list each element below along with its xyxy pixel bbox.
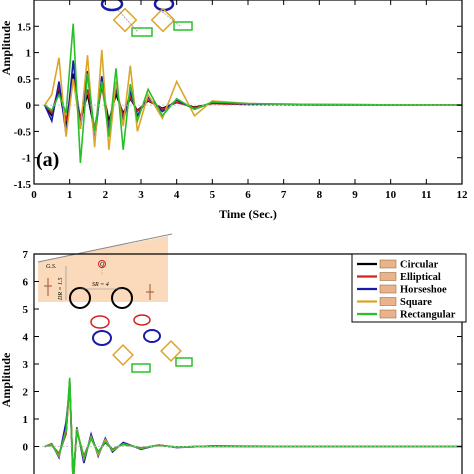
- series-group-b: [44, 377, 462, 474]
- x-tick-label: 11: [421, 189, 431, 201]
- axes-b: 0 1 2 3 4 5 6 7 Amplitude: [0, 249, 463, 474]
- x-tick-label: 9: [352, 189, 358, 201]
- dr-label: DR = 1.5: [58, 277, 64, 301]
- legend-soil-icon: [379, 272, 397, 281]
- legend-entry-label: Rectangular: [400, 310, 456, 321]
- legend-entry-label: Horseshoe: [400, 285, 447, 296]
- sketch-horseshoe-tunnel: [92, 330, 112, 346]
- sketch-square-shape: [150, 7, 176, 33]
- x-tick-label: 6: [245, 189, 251, 201]
- y-tick-label: 5: [23, 304, 29, 316]
- sketch-horseshoe-shape: [153, 0, 175, 12]
- y-tick-label: 6: [23, 277, 29, 289]
- series-line-circular: [44, 380, 462, 474]
- sketch-square-tunnel: [160, 340, 182, 362]
- x-axis-title: Time (Sec.): [219, 207, 277, 221]
- arrow-icon: [44, 278, 52, 296]
- y-tick-label: 1: [23, 414, 29, 426]
- sketch-elliptical-tunnel: [90, 315, 110, 329]
- x-tick-label: 2: [103, 189, 109, 201]
- series-line-square: [44, 381, 462, 474]
- legend-soil-icon: [379, 259, 397, 269]
- series-line-elliptical: [44, 383, 462, 474]
- legend-soil-icon: [379, 284, 397, 294]
- ground-surface-line: [37, 233, 173, 263]
- sketch-square-tunnel: [112, 344, 134, 366]
- x-tick-label: 10: [385, 189, 397, 201]
- observation-point-icon: [98, 260, 106, 268]
- legend-entry-label: Square: [400, 297, 432, 308]
- legend-entry-label: Circular: [400, 260, 439, 271]
- y-axis-title: Amplitude: [0, 352, 13, 407]
- series-line-horseshoe: [44, 385, 462, 474]
- sketch-rectangle-shape: [173, 21, 193, 31]
- sketch-rectangle-shape: [131, 27, 153, 37]
- soil-region: [38, 236, 168, 302]
- tunnel-sketch-b: G.S. Q SR = 4 DR = 1.5: [37, 233, 193, 373]
- sketch-rectangular-tunnel: [131, 363, 151, 373]
- sketch-elliptical-tunnel: [133, 314, 151, 326]
- sketch-circular-tunnel: [111, 287, 133, 309]
- sketch-horseshoe-tunnel: [143, 329, 161, 343]
- y-axis-title: Amplitude: [0, 20, 13, 75]
- y-tick-label: 4: [23, 332, 29, 344]
- panel-b: G.S. Q SR = 4 DR = 1.5: [0, 233, 467, 474]
- tunnel-sketch-a: [100, 0, 193, 37]
- x-tick-label: 12: [457, 189, 469, 201]
- sketch-guide-line: [159, 9, 181, 27]
- y-tick-label: 0: [23, 442, 29, 454]
- series-line-rectangular: [44, 377, 462, 474]
- legend-entry-label: Elliptical: [400, 272, 441, 283]
- arrow-icon: [146, 284, 154, 300]
- x-tick-label: 5: [210, 189, 216, 201]
- y-tick-label: -1: [22, 153, 31, 165]
- series-group-a: [43, 23, 463, 164]
- sketch-horseshoe-shape: [100, 0, 124, 12]
- legend-soil-icon: [379, 297, 397, 306]
- sketch-rectangular-tunnel: [175, 357, 193, 367]
- sr-label: SR = 4: [92, 281, 109, 288]
- panel-label: (a): [36, 149, 59, 171]
- sketch-guide-line: [117, 9, 139, 33]
- y-tick-label: 0.5: [17, 74, 31, 86]
- sketch-square-shape: [112, 7, 138, 33]
- y-tick-label: 1: [26, 48, 32, 60]
- legend-soil-icon: [379, 309, 397, 319]
- y-tick-label: -0.5: [14, 126, 32, 138]
- observation-point-label: Q: [100, 262, 105, 268]
- y-tick-label: 2: [23, 387, 29, 399]
- x-tick-label: 0: [31, 189, 37, 201]
- x-tick-label: 8: [317, 189, 323, 201]
- series-line-square: [44, 49, 463, 150]
- y-tick-label: 7: [23, 249, 29, 261]
- series-line-rectangular: [44, 23, 463, 164]
- y-tick-label: 0: [26, 100, 32, 112]
- ground-surface-label: G.S.: [46, 264, 56, 270]
- y-tick-label: 1.5: [17, 21, 31, 33]
- x-tick-label: 1: [67, 189, 73, 201]
- y-tick-label: -1.5: [14, 179, 32, 191]
- x-tick-label: 7: [281, 189, 287, 201]
- x-tick-label: 4: [174, 189, 180, 201]
- x-tick-label: 3: [138, 189, 144, 201]
- sketch-circular-tunnel: [69, 287, 91, 309]
- y-tick-label: 3: [23, 359, 29, 371]
